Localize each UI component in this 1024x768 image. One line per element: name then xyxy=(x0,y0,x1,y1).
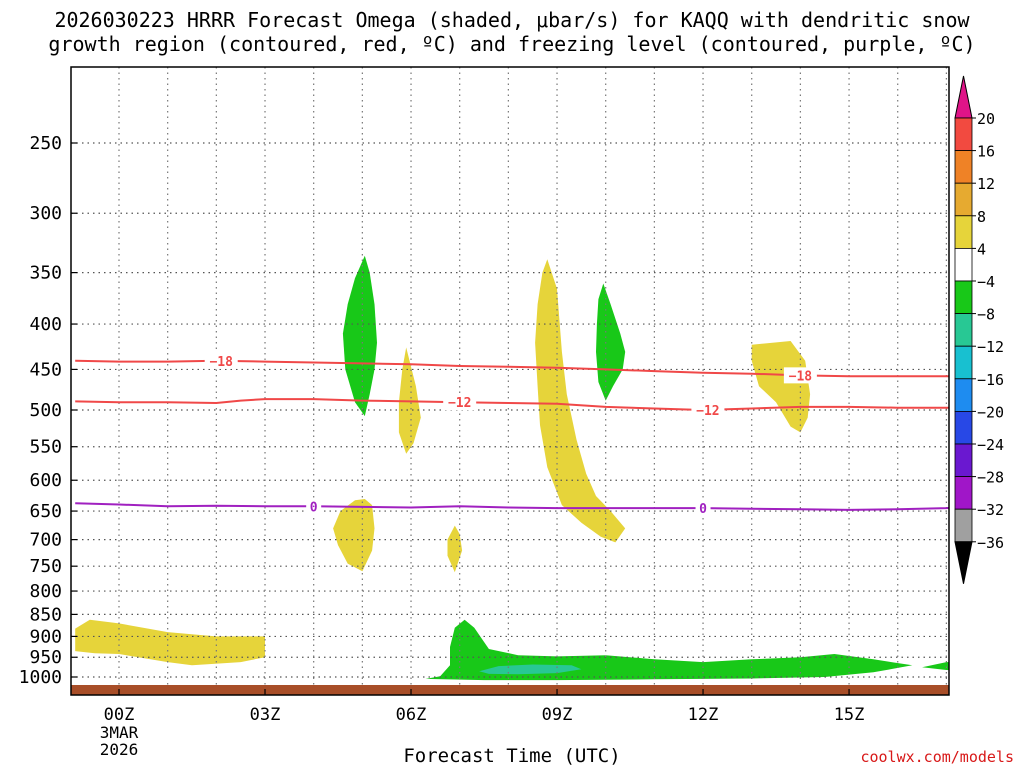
dgz-minus18-label-0: −18 xyxy=(209,355,233,370)
ytick-label-650: 650 xyxy=(29,501,62,522)
colorbar-label-4: 4 xyxy=(977,240,986,258)
colorbar-bin--12--8 xyxy=(954,313,973,347)
upward-omega-10z xyxy=(596,283,626,401)
dgz-minus18-label-1: −18 xyxy=(789,369,813,384)
ytick-label-500: 500 xyxy=(29,400,62,421)
gridlines xyxy=(71,67,949,695)
terrain-fill xyxy=(71,685,949,695)
colorbar-label-8: −16 xyxy=(977,371,1004,389)
dgz-minus12-line xyxy=(75,398,949,412)
ytick-label-800: 800 xyxy=(29,581,62,602)
colorbar-bin--4-4 xyxy=(954,247,973,282)
colorbar-label-3: 8 xyxy=(977,208,986,226)
ytick-label-750: 750 xyxy=(29,556,62,577)
dgz-minus12-label-bg-0 xyxy=(443,394,477,411)
plot-background xyxy=(71,67,949,695)
colorbar-label-9: −20 xyxy=(977,403,1004,421)
ytick-label-600: 600 xyxy=(29,470,62,491)
colorbar-bin--20--16 xyxy=(954,378,973,412)
chart-title-line2: growth region (contoured, red, ºC) and f… xyxy=(48,32,976,56)
ytick-label-900: 900 xyxy=(29,626,62,647)
colorbar-bin-4-8 xyxy=(954,215,973,249)
colorbar-label-6: −8 xyxy=(977,306,995,324)
colorbar-label-2: 12 xyxy=(977,175,995,193)
freezing-level-label-bg-0 xyxy=(306,498,322,515)
credit-text: coolwx.com/models xyxy=(860,748,1014,766)
xtick-label-09Z: 09Z xyxy=(542,705,573,725)
dgz-minus18-label-bg-0 xyxy=(204,352,238,369)
upward-omega-05z xyxy=(342,255,377,417)
freezing-level-label-bg-1 xyxy=(695,500,711,517)
x-axis-title: Forecast Time (UTC) xyxy=(403,745,621,767)
dgz-minus12-label-bg-1 xyxy=(691,401,725,418)
downward-omega-14z xyxy=(751,341,811,433)
xtick-date: 3MAR xyxy=(100,723,139,742)
colorbar-bin--36--32 xyxy=(954,508,973,543)
downward-omega-09z xyxy=(535,259,626,543)
ytick-label-450: 450 xyxy=(29,359,62,380)
colorbar-label-1: 16 xyxy=(977,143,995,161)
upward-omega-core xyxy=(479,664,582,675)
colorbar-bin--8--4 xyxy=(954,280,973,314)
contour-labels: −18 −18 −12 −12 0 0 xyxy=(204,352,817,517)
xtick-label-12Z: 12Z xyxy=(688,705,719,725)
dgz-minus12-label-0: −12 xyxy=(448,396,471,411)
ytick-label-350: 350 xyxy=(29,263,62,284)
colorbar-label-10: −24 xyxy=(977,436,1004,454)
colorbar-label-12: −32 xyxy=(977,501,1004,519)
ytick-label-300: 300 xyxy=(29,203,62,224)
freezing-level-line xyxy=(75,502,949,511)
colorbar-bin-16-20 xyxy=(954,117,973,151)
ytick-label-550: 550 xyxy=(29,437,62,458)
downward-omega-05z-low xyxy=(333,499,375,572)
freezing-level-label-0: 0 xyxy=(310,500,318,515)
upward-omega-edge xyxy=(922,662,949,671)
y-axis: 2503003504004505005506006507007508008509… xyxy=(19,133,77,688)
plot-frame xyxy=(70,66,950,696)
xtick-year: 2026 xyxy=(100,740,139,759)
colorbar-bin--24--20 xyxy=(954,410,973,445)
colorbar-bin--32--28 xyxy=(954,476,973,510)
ytick-label-400: 400 xyxy=(29,314,62,335)
terrain-bar xyxy=(71,685,949,695)
xtick-label-06Z: 06Z xyxy=(396,705,427,725)
downward-omega-07z xyxy=(447,525,463,573)
xtick-label-03Z: 03Z xyxy=(250,705,281,725)
downward-omega-lowlevel-00z xyxy=(75,619,265,666)
colorbar-bin-12-16 xyxy=(954,150,973,184)
ytick-label-1000: 1000 xyxy=(19,667,62,688)
colorbar-label-0: 20 xyxy=(977,110,995,128)
colorbar-label-11: −28 xyxy=(977,469,1004,487)
ytick-label-850: 850 xyxy=(29,604,62,625)
colorbar-bottom-triangle xyxy=(954,541,973,584)
ytick-label-950: 950 xyxy=(29,647,62,668)
ytick-label-700: 700 xyxy=(29,530,62,551)
freezing-level-label-1: 0 xyxy=(699,502,707,517)
dgz-minus18-label-bg-1 xyxy=(783,367,817,384)
chart-title-line1: 2026030223 HRRR Forecast Omega (shaded, … xyxy=(54,8,970,32)
colorbar-bin-8-12 xyxy=(954,182,973,217)
colorbar-label-5: −4 xyxy=(977,273,995,291)
colorbar-label-13: −36 xyxy=(977,534,1004,552)
xtick-label-15Z: 15Z xyxy=(834,705,865,725)
colorbar-top-triangle xyxy=(954,75,973,119)
colorbar-bin--28--24 xyxy=(954,443,973,477)
dgz-minus12-label-1: −12 xyxy=(696,404,719,419)
colorbar-label-7: −12 xyxy=(977,338,1004,356)
xtick-label-00Z: 00Z xyxy=(104,705,135,725)
colorbar: 20 16 12 8 4 −4 −8 −12 −16 −20 −24 −28 −32 −36 xyxy=(954,75,1004,584)
ytick-label-250: 250 xyxy=(29,133,62,154)
colorbar-bin--16--12 xyxy=(954,345,973,380)
